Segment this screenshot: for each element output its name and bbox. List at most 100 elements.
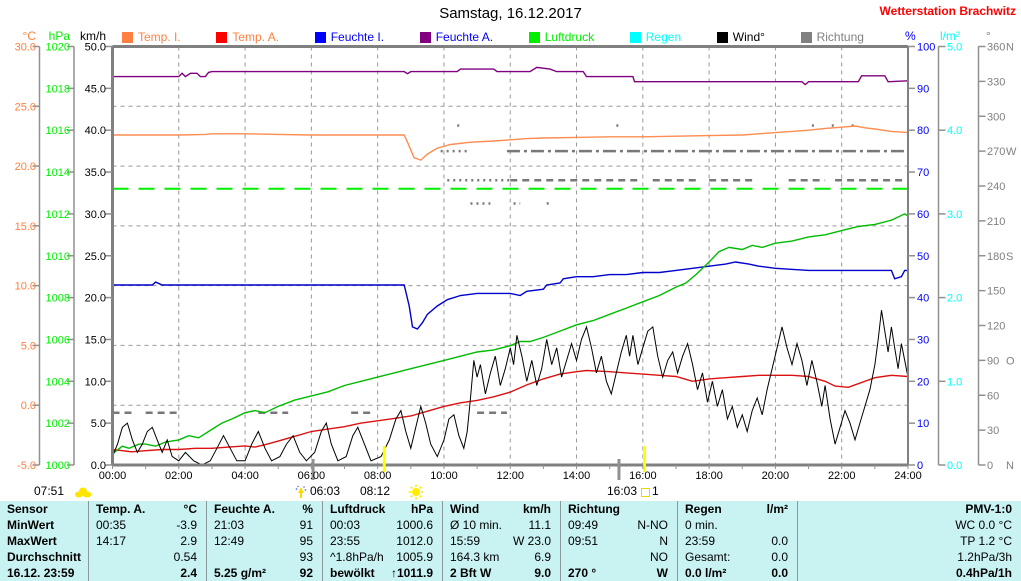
station-name: Wetterstation Brachwitz (879, 4, 1016, 18)
axis-tick-label: 1010 (46, 251, 70, 263)
moon-phase-icon (641, 488, 650, 497)
compass-letter: O (1006, 355, 1015, 367)
axis-tick-label: 5.0 (91, 418, 106, 430)
axis-tick-label: -5.0 (17, 460, 36, 472)
axis-tick-label: 5.0 (947, 42, 962, 54)
x-tick-label: 20:00 (762, 470, 790, 482)
axis-tick-label: 1.0 (947, 376, 962, 388)
y-axis-tempC: °C30.0 25.0 20.0 15.0 10.0 5.0 0.0 -5.0 (15, 29, 41, 472)
x-tick-label: 00:00 (99, 470, 127, 482)
axis-tick-label: 210 (987, 216, 1005, 228)
axis-tick-label: 5.0 (21, 340, 36, 352)
sun-event-ticks (311, 446, 646, 480)
legend-swatch (314, 31, 326, 43)
axis-tick-label: 1018 (46, 83, 70, 95)
axis-tick-label: 1020 (46, 42, 70, 54)
axis-tick-label: 0.0 (947, 460, 962, 472)
legend-label: Feuchte A. (435, 30, 494, 44)
table-cell: Richtung (560, 501, 677, 517)
table-cell: 23:55 1012.0 (322, 533, 442, 549)
axis-tick-label: 0 (987, 460, 993, 472)
axis-unit-label: km/h (80, 29, 106, 43)
axis-tick-label: 1008 (46, 293, 70, 305)
table-row: MinWert 00:35 -3.9 21:03 91 00:03 1000.6 Ø 10 m… (0, 517, 1021, 533)
x-tick-label: 24:00 (894, 470, 922, 482)
axis-tick-label: 180 (987, 251, 1005, 263)
page-title: Samstag, 16.12.2017 (439, 5, 582, 22)
legend-item: Richtung (800, 30, 864, 44)
table-cell: 93 (206, 549, 322, 565)
axis-tick-label: 40 (917, 293, 929, 305)
axis-tick-label: 30 (917, 334, 929, 346)
axis-tick-label: 1000 (46, 460, 70, 472)
compass-letter: S (1006, 251, 1013, 263)
table-cell: 14:17 2.9 (88, 533, 206, 549)
axis-tick-label: 1012 (46, 209, 70, 221)
table-cell: 270 ° W (560, 565, 677, 581)
axis-tick-label: 25.0 (15, 101, 36, 113)
axis-tick-label: 120 (987, 321, 1005, 333)
legend-label: Temp. A. (232, 30, 280, 44)
axis-tick-label: 70 (917, 167, 929, 179)
axis-tick-label: 1014 (46, 167, 70, 179)
axis-tick-label: 40.0 (85, 125, 106, 137)
sun-icon (408, 484, 424, 500)
axis-tick-label: 360 (987, 42, 1005, 54)
x-tick-label: 06:00 (298, 470, 326, 482)
y-axis-kmh: km/h50.0 45.0 40.0 35.0 30.0 25.0 20.0 15.0 10.0… (80, 29, 113, 472)
axis-tick-label: 80 (917, 125, 929, 137)
table-cell: Temp. A. °C (88, 501, 206, 517)
legend-label: Feuchte I. (330, 30, 385, 44)
axis-tick-label: 20.0 (15, 161, 36, 173)
legend-swatch (716, 31, 728, 43)
table-cell: NO (560, 549, 677, 565)
legend-item: Regen (629, 30, 682, 44)
axis-tick-label: 270 (987, 146, 1005, 158)
cloud-icon (75, 487, 92, 498)
axis-tick-label: 10 (917, 418, 929, 430)
legend-item: Temp. I. (122, 30, 181, 44)
axis-tick-label: 15.0 (15, 221, 36, 233)
compass-letter: W (1006, 146, 1017, 158)
table-cell: Feuchte A.% (206, 501, 322, 517)
axis-tick-label: 10.0 (85, 376, 106, 388)
chart-legend: Temp. I. Temp. A. Feuchte I. Feuchte A. Luft… (122, 30, 864, 44)
table-cell: WC 0.0 °C (797, 517, 1021, 533)
table-row-label: 16.12. 23:59 (7, 566, 75, 580)
x-tick-label: 14:00 (563, 470, 591, 482)
table-row-label: Durchschnitt (7, 550, 82, 564)
axis-tick-label: 150 (987, 286, 1005, 298)
legend-swatch (122, 31, 133, 43)
table-cell: 164.3 km 6.9 (442, 549, 560, 565)
table-cell: 5.25 g/m² 92 (206, 565, 322, 581)
axis-tick-label: 90 (987, 355, 999, 367)
table-cell: Regen l/m² (677, 501, 797, 517)
axis-tick-label: 2.0 (947, 293, 962, 305)
table-cell: Wind km/h (442, 501, 560, 517)
axis-tick-label: 0.0 (21, 400, 36, 412)
axis-tick-label: 1002 (46, 418, 70, 430)
series-feuchte-i (112, 261, 908, 330)
table-cell: 12:49 95 (206, 533, 322, 549)
table-cell: 09:51 N (560, 533, 677, 549)
axis-tick-label: 50 (917, 251, 929, 263)
table-cell: 23:59 0.0 (677, 533, 797, 549)
data-series (111, 66, 909, 466)
axis-tick-label: 30 (987, 425, 999, 437)
table-cell: PMV-1:0 (797, 501, 1021, 517)
table-cell: 00:35 -3.9 (88, 517, 206, 533)
axis-tick-label: 25.0 (85, 251, 106, 263)
legend-label: Regen (645, 30, 682, 44)
legend-label: Wind° (732, 30, 765, 44)
table-row-label: Sensor (7, 502, 48, 516)
table-cell: ^1.8hPa/h 1005.9 (322, 549, 442, 565)
axis-tick-label: 90 (917, 83, 929, 95)
x-tick-label: 12:00 (496, 470, 524, 482)
sunset-time: 16:03 (607, 484, 638, 498)
summary-table: Sensor Temp. A. °C Feuchte A.% Luftdruck hPa W… (0, 501, 1021, 581)
legend-swatch (800, 31, 812, 43)
axis-tick-label: 30.0 (85, 209, 106, 221)
table-cell: 1.2hPa/3h (797, 549, 1021, 565)
